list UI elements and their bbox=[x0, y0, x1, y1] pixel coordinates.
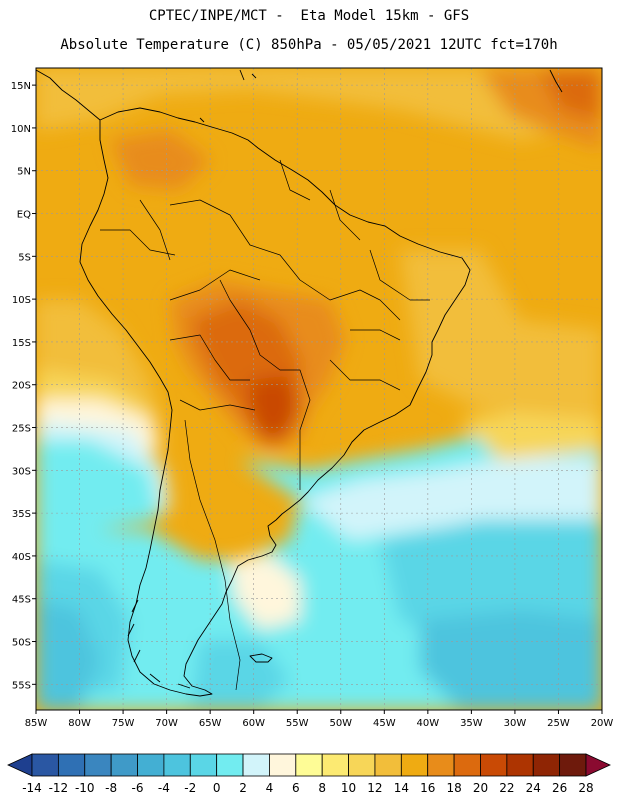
colorbar-tick-label: -10 bbox=[75, 781, 95, 795]
lat-label: 35S bbox=[12, 509, 31, 520]
south-america-outline bbox=[79, 107, 471, 697]
colorbar-tick-label: 0 bbox=[213, 781, 221, 795]
lon-label: 50W bbox=[329, 718, 352, 729]
colorbar-tick-label: 8 bbox=[318, 781, 326, 795]
colorbar-tick-label: 16 bbox=[420, 781, 435, 795]
colorbar-swatch bbox=[216, 753, 244, 777]
colorbar-swatch bbox=[506, 753, 534, 777]
chart-subtitle: Absolute Temperature (C) 850hPa - 05/05/… bbox=[60, 37, 558, 53]
colorbar-swatch bbox=[269, 753, 297, 777]
colorbar-tick-label: -4 bbox=[158, 781, 170, 795]
colorbar-tick-label: 4 bbox=[266, 781, 274, 795]
colorbar-swatch bbox=[57, 753, 86, 777]
colorbar: -14 -12 -10 -8 -6 -4 -2 0 2 4 6 8 10 12 14 16 18 20 22 24 26… bbox=[7, 753, 611, 795]
colorbar-swatch bbox=[480, 753, 508, 777]
falkland-islands bbox=[249, 653, 273, 663]
colorbar-swatch bbox=[84, 753, 112, 777]
colorbar-tick-label: 28 bbox=[578, 781, 593, 795]
lat-label: 20S bbox=[12, 381, 31, 392]
coastline bbox=[36, 69, 563, 697]
lat-label: 10N bbox=[11, 124, 31, 135]
colorbar-swatch bbox=[163, 753, 191, 777]
lon-label: 55W bbox=[286, 718, 309, 729]
temperature-field bbox=[36, 68, 602, 710]
colorbar-swatch bbox=[242, 753, 270, 777]
colorbar-swatch bbox=[137, 753, 165, 777]
lon-label: 45W bbox=[373, 718, 396, 729]
colorbar-tick-label: -2 bbox=[184, 781, 196, 795]
lon-label: 30W bbox=[504, 718, 527, 729]
lon-label: 65W bbox=[199, 718, 222, 729]
lon-label: 85W bbox=[25, 718, 48, 729]
colorbar-swatch bbox=[31, 753, 59, 777]
colorbar-swatch bbox=[585, 753, 611, 777]
lon-label: 75W bbox=[112, 718, 135, 729]
lon-label: 35W bbox=[460, 718, 483, 729]
colorbar-tick-label: -14 bbox=[22, 781, 42, 795]
central-america-coast bbox=[36, 69, 101, 121]
colorbar-swatch bbox=[532, 753, 561, 777]
lat-label: EQ bbox=[17, 210, 31, 221]
colorbar-tick-label: -12 bbox=[49, 781, 69, 795]
colorbar-swatch bbox=[559, 753, 587, 777]
colorbar-tick-label: 26 bbox=[552, 781, 567, 795]
colorbar-tick-label: 6 bbox=[292, 781, 300, 795]
colorbar-tick-label: 24 bbox=[526, 781, 541, 795]
colorbar-swatch bbox=[427, 753, 455, 777]
colorbar-tick-label: -6 bbox=[132, 781, 144, 795]
colorbar-tick-label: -8 bbox=[105, 781, 117, 795]
map-frame bbox=[35, 67, 603, 711]
lat-label: 55S bbox=[12, 680, 31, 691]
lat-label: 45S bbox=[12, 595, 31, 606]
country-borders bbox=[100, 159, 430, 691]
colorbar-swatch bbox=[374, 753, 402, 777]
colorbar-tick-label: 12 bbox=[367, 781, 382, 795]
caribbean-islands bbox=[199, 69, 563, 123]
lon-label: 40W bbox=[417, 718, 440, 729]
chile-archipelago bbox=[127, 599, 191, 689]
colorbar-swatch bbox=[453, 753, 481, 777]
colorbar-swatch bbox=[189, 753, 218, 777]
lat-label: 15N bbox=[11, 81, 31, 92]
chart-title: CPTEC/INPE/MCT - Eta Model 15km - GFS bbox=[148, 8, 470, 24]
colorbar-tick-labels: -14 -12 -10 -8 -6 -4 -2 0 2 4 6 8 10 12 14 16 18 20 22 24 26… bbox=[22, 781, 593, 795]
colorbar-tick-label: 2 bbox=[239, 781, 247, 795]
longitude-labels: 85W 80W 75W 70W 65W 60W 55W 50W 45W 40W 35W 30W 25W 2… bbox=[25, 710, 614, 729]
colorbar-swatch bbox=[295, 753, 323, 777]
lat-label: 25S bbox=[12, 424, 31, 435]
colorbar-swatch bbox=[400, 753, 429, 777]
lon-label: 60W bbox=[242, 718, 265, 729]
colorbar-tick-label: 22 bbox=[499, 781, 514, 795]
latitude-labels: 15N 10N 5N EQ 5S 10S 15S 20S 25S 30S 35S 40S 45S 50S 5… bbox=[11, 81, 36, 691]
lat-label: 15S bbox=[12, 338, 31, 349]
lat-label: 5S bbox=[18, 252, 31, 263]
lat-label: 30S bbox=[12, 466, 31, 477]
lon-label: 25W bbox=[547, 718, 570, 729]
colorbar-tick-label: 18 bbox=[446, 781, 461, 795]
colorbar-swatch bbox=[110, 753, 138, 777]
colorbar-swatch bbox=[348, 753, 376, 777]
lat-label: 5N bbox=[17, 167, 31, 178]
lat-label: 50S bbox=[12, 638, 31, 649]
colorbar-swatch bbox=[7, 753, 33, 777]
lon-label: 20W bbox=[591, 718, 614, 729]
colorbar-swatches bbox=[7, 753, 611, 777]
colorbar-tick-label: 10 bbox=[341, 781, 356, 795]
lat-label: 40S bbox=[12, 552, 31, 563]
colorbar-tick-label: 20 bbox=[473, 781, 488, 795]
graticule bbox=[36, 68, 602, 710]
colorbar-swatch bbox=[321, 753, 349, 777]
lat-label: 10S bbox=[12, 295, 31, 306]
lon-label: 80W bbox=[68, 718, 91, 729]
colorbar-tick-label: 14 bbox=[394, 781, 409, 795]
lon-label: 70W bbox=[155, 718, 178, 729]
